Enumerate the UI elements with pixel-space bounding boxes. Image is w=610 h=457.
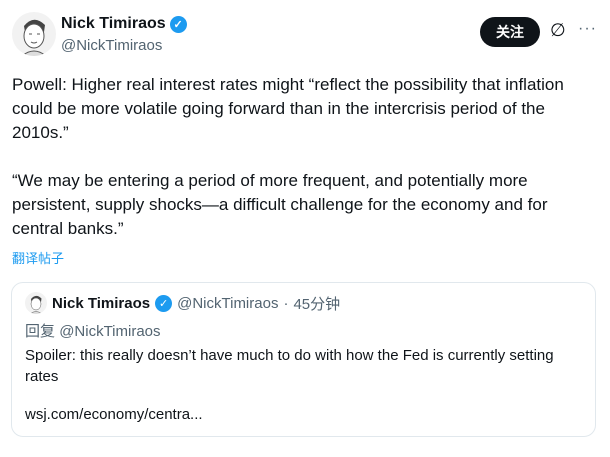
quote-handle: @NickTimiraos [177, 294, 279, 312]
author-name[interactable]: Nick Timiraos ✓ [61, 15, 187, 33]
tweet-paragraph: “We may be entering a period of more fre… [12, 171, 548, 238]
verified-badge-icon: ✓ [155, 294, 173, 312]
author-handle[interactable]: @NickTimiraos [61, 37, 163, 54]
tweet-text: Powell: Higher real interest rates might… [12, 73, 597, 265]
avatar[interactable] [12, 12, 56, 56]
more-options-icon[interactable]: ··· [578, 20, 597, 37]
tweet-paragraph: Powell: Higher real interest rates might… [12, 75, 564, 142]
quote-link[interactable]: wsj.com/economy/centra... [25, 406, 203, 423]
follow-button[interactable]: 关注 [480, 17, 540, 47]
quote-header: Nick Timiraos ✓ @NickTimiraos · 45分钟 [25, 292, 340, 314]
slashed-circle-icon[interactable]: ∅ [550, 20, 566, 40]
separator: · [283, 294, 289, 312]
verified-badge-icon: ✓ [169, 15, 187, 33]
quote-text: Spoiler: this really doesn’t have much t… [25, 347, 554, 385]
quote-author-name: Nick Timiraos [52, 294, 151, 312]
quoted-tweet[interactable]: Nick Timiraos ✓ @NickTimiraos · 45分钟 回复 … [11, 282, 596, 437]
quote-avatar [25, 292, 47, 314]
translate-post-link[interactable]: 翻译帖子 [12, 251, 65, 266]
reply-to: 回复 @NickTimiraos [25, 323, 161, 340]
quote-time: 45分钟 [293, 295, 341, 313]
